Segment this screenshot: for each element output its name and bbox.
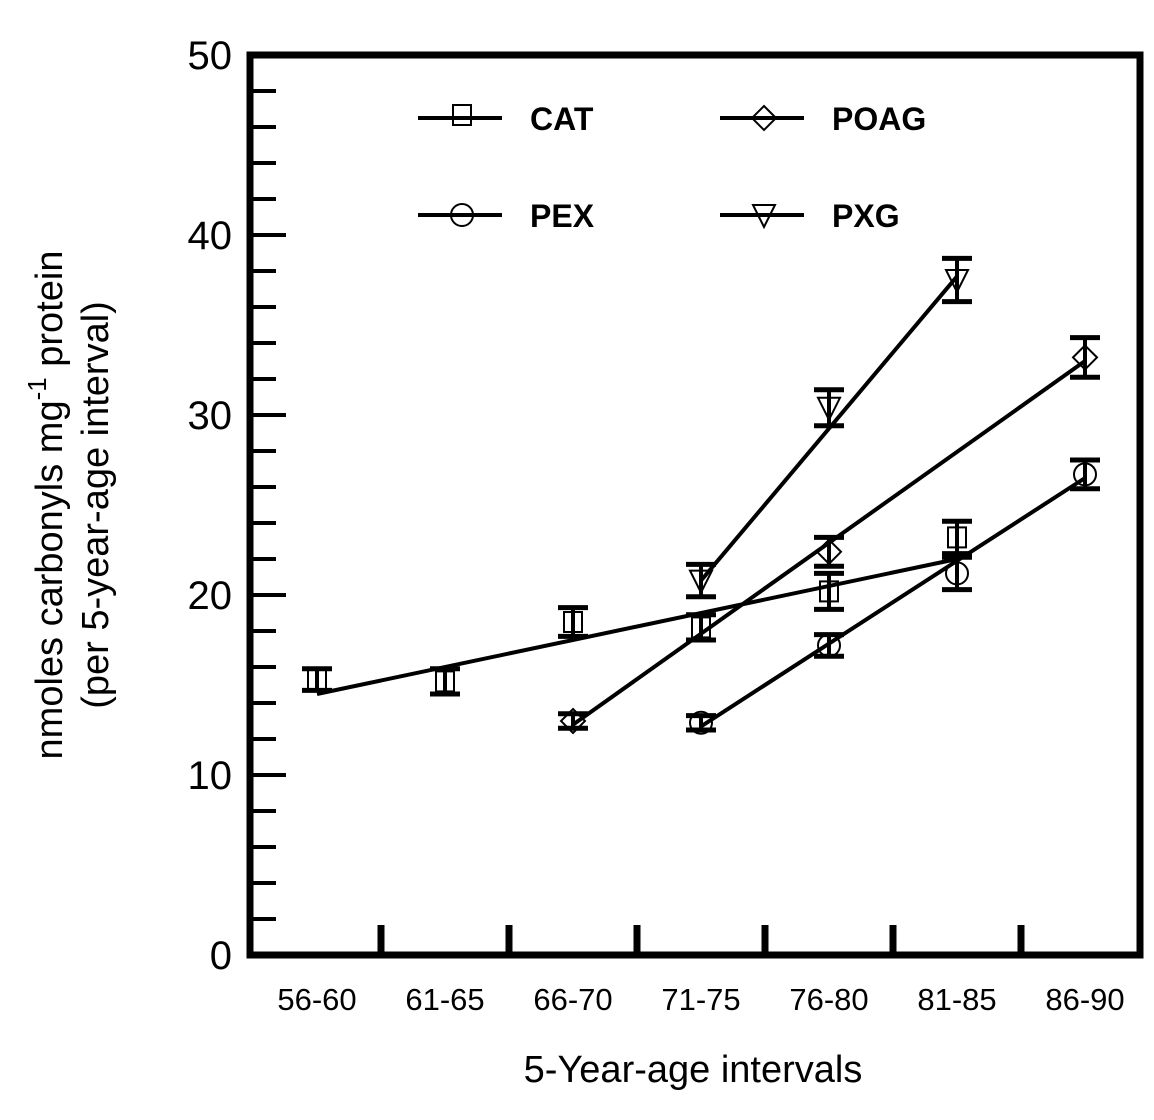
legend-label: PXG — [832, 198, 900, 234]
data-point-cat — [814, 570, 844, 612]
data-point-pxg — [942, 255, 972, 305]
legend-label: CAT — [530, 101, 594, 137]
data-point-pex — [686, 710, 716, 735]
data-point-pex — [1070, 457, 1100, 492]
triangle-down-marker — [688, 569, 714, 595]
data-point-cat — [686, 612, 716, 643]
x-tick-label: 66-70 — [533, 982, 612, 1017]
data-point-pxg — [686, 561, 716, 600]
data-point-poag — [1070, 335, 1100, 380]
svg-text:nmoles carbonyls mg-1 protein: nmoles carbonyls mg-1 protein — [22, 251, 71, 760]
x-tick-label: 81-85 — [917, 982, 996, 1017]
legend-item-poag: POAG — [720, 101, 926, 137]
x-tick-label: 86-90 — [1045, 982, 1124, 1017]
diamond-marker — [559, 707, 587, 735]
plot-border — [246, 51, 1144, 959]
circle-marker — [689, 710, 713, 735]
x-tick-label: 61-65 — [405, 982, 484, 1017]
y-tick-label: 0 — [210, 934, 232, 978]
square-marker — [819, 580, 839, 603]
y-axis-title-main: nmoles carbonyls mg — [29, 400, 71, 759]
data-point-pxg — [814, 387, 844, 429]
square-marker — [563, 611, 583, 633]
plot-frame — [246, 51, 1144, 959]
data-point-cat — [942, 518, 972, 557]
y-axis: 0 10 20 30 40 50 — [188, 34, 286, 978]
data-point-cat — [430, 666, 460, 697]
legend-label: POAG — [832, 101, 926, 137]
circle-marker — [945, 561, 969, 586]
square-marker — [947, 526, 967, 549]
square-icon — [452, 104, 472, 126]
triangle-down-marker — [816, 396, 842, 423]
data-point-cat — [302, 666, 332, 693]
y-axis-title-end: protein — [29, 251, 71, 378]
triangle-down-marker — [944, 269, 970, 295]
circle-marker — [1073, 462, 1097, 487]
y-tick-label: 10 — [188, 754, 233, 798]
y-tick-label: 30 — [188, 394, 233, 438]
circle-marker — [817, 633, 841, 658]
diamond-icon — [750, 104, 778, 132]
triangle-down-icon — [751, 204, 777, 230]
x-axis: 56-60 61-65 66-70 71-75 76-80 81-85 86-90 — [277, 925, 1125, 1017]
x-tick-label: 76-80 — [789, 982, 868, 1017]
square-marker — [435, 670, 455, 693]
data-point-cat — [558, 605, 588, 639]
data-point-poag — [558, 707, 588, 735]
circle-icon — [450, 203, 474, 227]
x-axis-title: 5-Year-age intervals — [524, 1049, 863, 1091]
y-tick-label: 20 — [188, 574, 233, 618]
y-axis-title-sup: -1 — [22, 377, 52, 400]
y-axis-title: nmoles carbonyls mg-1 protein (per 5-yea… — [22, 251, 117, 760]
square-marker — [691, 616, 711, 639]
fit-line-pxg — [699, 275, 959, 582]
data-point-pex — [942, 554, 972, 593]
diamond-marker — [1071, 343, 1099, 371]
y-tick-label: 40 — [188, 214, 233, 258]
legend-label: PEX — [530, 198, 595, 234]
legend-item-pxg: PXG — [720, 198, 900, 234]
legend: CAT POAG PEX PXG — [418, 101, 926, 234]
x-tick-label: 71-75 — [661, 982, 740, 1017]
fit-line-pex — [699, 476, 1087, 729]
square-marker — [307, 668, 327, 691]
fit-line-cat — [316, 557, 958, 696]
legend-item-cat: CAT — [418, 101, 594, 137]
y-axis-title-line2: (per 5-year-age interval) — [75, 301, 117, 709]
x-tick-label: 56-60 — [277, 982, 356, 1017]
y-tick-label: 50 — [188, 34, 233, 78]
data-point-poag — [814, 534, 844, 569]
legend-item-pex: PEX — [418, 198, 595, 234]
fit-lines — [316, 275, 1087, 729]
diamond-marker — [815, 538, 843, 566]
data-points — [302, 255, 1100, 735]
data-point-pex — [814, 632, 844, 659]
